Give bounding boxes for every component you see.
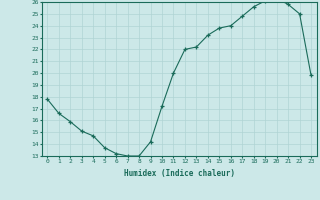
X-axis label: Humidex (Indice chaleur): Humidex (Indice chaleur): [124, 169, 235, 178]
